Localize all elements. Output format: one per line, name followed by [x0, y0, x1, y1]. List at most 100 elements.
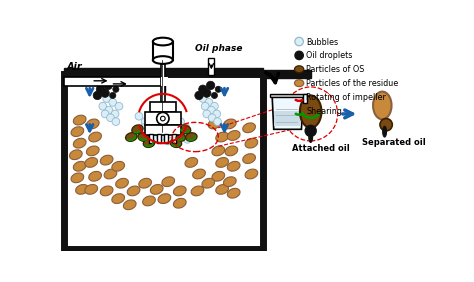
Circle shape	[380, 118, 392, 131]
Ellipse shape	[112, 194, 125, 204]
Ellipse shape	[100, 186, 113, 196]
Bar	[149, 134, 153, 143]
Circle shape	[135, 113, 143, 120]
Ellipse shape	[228, 131, 240, 140]
Ellipse shape	[73, 161, 86, 171]
Ellipse shape	[191, 186, 204, 196]
Circle shape	[96, 85, 105, 94]
Ellipse shape	[373, 92, 392, 119]
Ellipse shape	[139, 178, 152, 188]
Ellipse shape	[174, 133, 185, 141]
Circle shape	[145, 132, 153, 139]
Circle shape	[215, 86, 221, 92]
Circle shape	[101, 110, 109, 118]
Text: Oil droplets: Oil droplets	[306, 52, 353, 60]
Circle shape	[183, 135, 191, 143]
Bar	[161, 60, 165, 132]
Ellipse shape	[153, 56, 173, 64]
Circle shape	[161, 116, 165, 121]
Circle shape	[171, 113, 178, 120]
Circle shape	[295, 51, 303, 60]
Ellipse shape	[86, 119, 99, 129]
Circle shape	[147, 122, 155, 130]
Bar	[64, 74, 263, 250]
Circle shape	[109, 98, 117, 106]
Bar	[261, 70, 311, 78]
Ellipse shape	[73, 115, 86, 125]
Circle shape	[195, 91, 203, 100]
Text: Particles of the residue: Particles of the residue	[306, 79, 398, 88]
Circle shape	[295, 37, 303, 46]
Bar	[153, 41, 173, 60]
Circle shape	[101, 89, 109, 97]
Bar	[64, 68, 263, 75]
Ellipse shape	[193, 169, 205, 179]
Ellipse shape	[223, 119, 236, 129]
Ellipse shape	[85, 158, 98, 167]
Ellipse shape	[212, 171, 225, 181]
Circle shape	[109, 92, 116, 98]
Circle shape	[174, 122, 182, 130]
Circle shape	[211, 92, 218, 98]
Ellipse shape	[245, 138, 258, 148]
Ellipse shape	[89, 171, 101, 181]
Ellipse shape	[228, 161, 240, 171]
Ellipse shape	[243, 123, 255, 133]
Circle shape	[115, 102, 123, 110]
Ellipse shape	[162, 177, 174, 187]
Ellipse shape	[150, 184, 163, 194]
Polygon shape	[272, 97, 303, 129]
Circle shape	[157, 133, 164, 141]
Circle shape	[140, 124, 147, 132]
Bar	[270, 94, 305, 97]
Ellipse shape	[143, 196, 155, 206]
Circle shape	[141, 118, 149, 125]
Circle shape	[111, 110, 119, 118]
Ellipse shape	[126, 133, 137, 141]
Circle shape	[182, 124, 190, 132]
Text: Attached oil: Attached oil	[292, 144, 350, 153]
Ellipse shape	[216, 184, 228, 194]
Ellipse shape	[300, 95, 321, 128]
Circle shape	[206, 81, 215, 90]
Ellipse shape	[216, 132, 228, 142]
Circle shape	[103, 95, 110, 102]
Ellipse shape	[153, 38, 173, 45]
Bar	[145, 113, 181, 125]
Ellipse shape	[89, 132, 101, 142]
Circle shape	[205, 98, 213, 106]
Ellipse shape	[132, 125, 143, 134]
Circle shape	[93, 91, 101, 100]
Ellipse shape	[208, 119, 221, 129]
Ellipse shape	[243, 154, 255, 164]
Text: Air: Air	[66, 62, 82, 72]
Bar	[274, 111, 301, 126]
Ellipse shape	[112, 161, 125, 171]
Ellipse shape	[216, 158, 228, 167]
Ellipse shape	[86, 146, 99, 156]
Ellipse shape	[71, 127, 84, 136]
Bar	[157, 134, 161, 143]
Circle shape	[213, 110, 220, 118]
Ellipse shape	[138, 133, 149, 141]
Bar	[303, 94, 307, 103]
Text: Oil phase: Oil phase	[195, 44, 243, 53]
Ellipse shape	[202, 178, 215, 188]
Ellipse shape	[76, 184, 88, 194]
Ellipse shape	[170, 139, 182, 147]
Bar	[64, 77, 163, 86]
Bar	[208, 58, 214, 75]
Ellipse shape	[294, 66, 304, 73]
Circle shape	[177, 118, 184, 125]
Ellipse shape	[180, 125, 191, 134]
Circle shape	[199, 95, 207, 102]
Ellipse shape	[73, 138, 86, 148]
Ellipse shape	[104, 169, 117, 179]
Ellipse shape	[383, 126, 386, 137]
Ellipse shape	[116, 178, 128, 188]
Circle shape	[178, 132, 186, 139]
Ellipse shape	[71, 173, 84, 183]
Circle shape	[210, 102, 219, 110]
Ellipse shape	[212, 146, 225, 156]
Bar	[172, 134, 176, 143]
